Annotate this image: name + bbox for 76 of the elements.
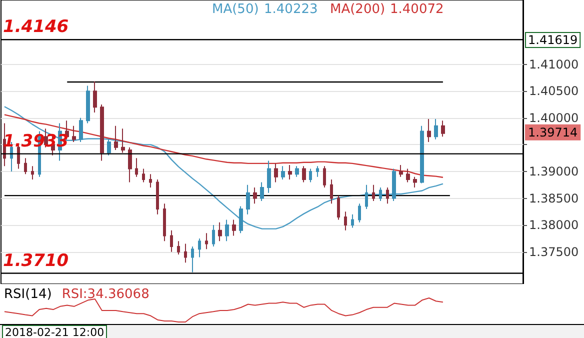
candlestick xyxy=(288,164,292,180)
candlestick xyxy=(184,243,187,264)
candlestick xyxy=(163,203,166,242)
candlestick xyxy=(100,104,104,162)
candlestick xyxy=(413,176,417,188)
annotation: RSI:34.36068 xyxy=(62,287,150,302)
candlestick xyxy=(316,166,319,178)
text: 1.41619 xyxy=(528,33,578,47)
candlestick xyxy=(128,146,132,183)
candlestick xyxy=(344,211,347,231)
candlestick xyxy=(379,187,382,202)
candlestick xyxy=(86,85,90,124)
candlestick xyxy=(365,184,368,210)
candlestick xyxy=(427,118,431,142)
candlestick xyxy=(351,214,354,228)
candlestick xyxy=(302,166,306,183)
candlestick xyxy=(386,187,389,204)
candlestick xyxy=(107,138,111,156)
candlestick xyxy=(330,179,333,204)
candlestick xyxy=(114,125,118,151)
annotation: 1.40223 xyxy=(264,2,318,17)
candlestick xyxy=(191,246,194,273)
candlestick xyxy=(392,168,396,202)
candlestick xyxy=(295,166,299,178)
ref-line-label: 1.3710 xyxy=(3,250,69,271)
candlestick xyxy=(420,125,424,184)
annotation: 1.40072 xyxy=(390,2,444,17)
candlestick xyxy=(170,230,173,252)
ref-line-label: 1.4146 xyxy=(3,17,69,38)
candlestick xyxy=(205,232,208,250)
candlestick xyxy=(121,128,125,154)
candlestick xyxy=(337,195,340,220)
y-tick-label: 1.38000 xyxy=(529,218,579,232)
candlestick xyxy=(309,168,312,183)
y-tick-label: 1.38500 xyxy=(529,191,579,206)
candlestick xyxy=(156,179,159,215)
candlestick xyxy=(31,166,34,180)
text: 1.39714 xyxy=(528,125,578,140)
candlestick xyxy=(323,166,326,188)
candlestick xyxy=(212,224,215,247)
candlestick xyxy=(246,184,250,215)
text: MA(50) xyxy=(212,2,259,17)
candlestick xyxy=(149,174,152,188)
y-tick-label: 1.40000 xyxy=(529,110,579,125)
candlestick xyxy=(177,240,180,256)
candlestick xyxy=(260,182,264,202)
text: MA(200) xyxy=(330,2,386,17)
line-series xyxy=(4,106,444,230)
candlestick xyxy=(253,187,257,204)
candlestick xyxy=(24,158,27,175)
line-series xyxy=(4,114,444,178)
candlestick xyxy=(135,158,138,178)
y-tick-label: 1.41000 xyxy=(529,57,579,72)
y-tick-label: 1.37500 xyxy=(529,244,579,259)
candlestick xyxy=(225,219,229,242)
candlestick xyxy=(399,164,403,178)
candlestick xyxy=(434,118,438,140)
y-tick-label: 1.39000 xyxy=(529,164,579,178)
candlestick xyxy=(441,120,445,138)
candlestick xyxy=(267,160,271,194)
candlestick xyxy=(142,168,145,183)
candlestick xyxy=(358,203,361,223)
y-tick-label: 1.40500 xyxy=(529,84,579,98)
candlestick xyxy=(72,125,76,142)
candlestick xyxy=(232,219,236,236)
candlestick xyxy=(372,184,375,202)
candlestick xyxy=(79,117,83,142)
candlestick xyxy=(93,80,97,114)
candlestick xyxy=(218,222,222,242)
candlestick xyxy=(406,168,410,183)
text: 2018-02-21 12:00 xyxy=(2,325,108,338)
candlestick xyxy=(281,166,285,180)
candlestick xyxy=(239,206,243,234)
candlestick xyxy=(198,238,201,258)
candlestick xyxy=(274,162,278,183)
chart-title: RSI(14) xyxy=(4,287,52,302)
